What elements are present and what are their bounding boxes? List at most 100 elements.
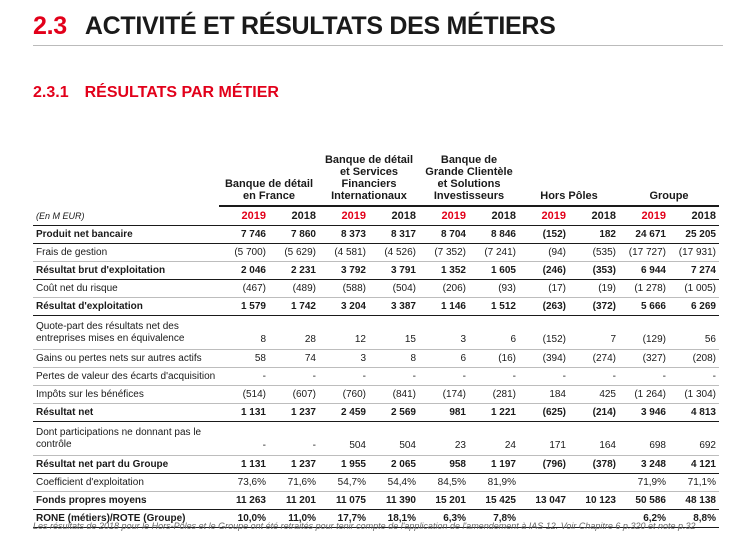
- row-cell: 3 792: [319, 261, 369, 280]
- row-cell: (514): [219, 385, 269, 404]
- year-header: 2018: [669, 206, 719, 226]
- row-cell: 54,7%: [319, 473, 369, 492]
- row-cell: 3 791: [369, 261, 419, 280]
- row-cell: -: [669, 367, 719, 386]
- row-cell: 15 425: [469, 491, 519, 510]
- row-cell: 11 075: [319, 491, 369, 510]
- group-header: Groupe: [619, 142, 719, 207]
- row-cell: (5 700): [219, 243, 269, 262]
- row-cell: 23: [419, 421, 469, 456]
- row-label: Coût net du risque: [33, 279, 219, 298]
- row-cell: 11 390: [369, 491, 419, 510]
- row-cell: (467): [219, 279, 269, 298]
- row-cell: -: [319, 367, 369, 386]
- row-cell: (5 629): [269, 243, 319, 262]
- row-cell: (378): [569, 455, 619, 474]
- row-cell: 58: [219, 349, 269, 368]
- row-cell: 182: [569, 225, 619, 244]
- row-cell: 1 742: [269, 297, 319, 316]
- row-cell: (208): [669, 349, 719, 368]
- row-cell: (152): [519, 225, 569, 244]
- row-cell: 692: [669, 421, 719, 456]
- row-cell: 3 204: [319, 297, 369, 316]
- row-cell: 4 813: [669, 403, 719, 422]
- row-cell: 25 205: [669, 225, 719, 244]
- row-cell: 81,9%: [469, 473, 519, 492]
- row-cell: (263): [519, 297, 569, 316]
- footnote: Les résultats de 2018 pour le Hors-Pôles…: [33, 521, 696, 531]
- row-label: Produit net bancaire: [33, 225, 219, 244]
- row-label: Impôts sur les bénéfices: [33, 385, 219, 404]
- row-cell: 504: [319, 421, 369, 456]
- row-label: Gains ou pertes nets sur autres actifs: [33, 349, 219, 368]
- row-cell: 8,8%: [669, 509, 719, 528]
- row-cell: (1 264): [619, 385, 669, 404]
- group-header: Banque de détail en France: [219, 142, 319, 207]
- table-row: Coefficient d'exploitation 73,6% 71,6% 54,7…: [33, 473, 719, 492]
- row-cell: (274): [569, 349, 619, 368]
- table-row: Résultat net part du Groupe 1 131 1 237 1 9…: [33, 455, 719, 474]
- group-header-row: Banque de détail en France Banque de déta…: [33, 142, 719, 207]
- row-cell: 10 123: [569, 491, 619, 510]
- row-cell: 54,4%: [369, 473, 419, 492]
- table-row: Dont participations ne donnant pas le co…: [33, 421, 719, 456]
- row-cell: 2 459: [319, 403, 369, 422]
- row-cell: 56: [669, 315, 719, 350]
- row-label: Pertes de valeur des écarts d'acquisitio…: [33, 367, 219, 386]
- row-cell: 2 065: [369, 455, 419, 474]
- row-cell: (625): [519, 403, 569, 422]
- row-cell: -: [569, 367, 619, 386]
- row-cell: 17,7%: [319, 509, 369, 528]
- row-cell: 3: [419, 315, 469, 350]
- row-cell: (129): [619, 315, 669, 350]
- row-cell: (796): [519, 455, 569, 474]
- table-row: Frais de gestion (5 700) (5 629) (4 581) (4 …: [33, 243, 719, 262]
- row-cell: 48 138: [669, 491, 719, 510]
- row-cell: (1 005): [669, 279, 719, 298]
- row-cell: (94): [519, 243, 569, 262]
- row-cell: (214): [569, 403, 619, 422]
- row-cell: 10,0%: [219, 509, 269, 528]
- year-header: 2018: [369, 206, 419, 226]
- row-cell: (93): [469, 279, 519, 298]
- row-cell: -: [469, 367, 519, 386]
- title-rule: [33, 45, 723, 46]
- row-cell: (7 241): [469, 243, 519, 262]
- row-cell: 71,6%: [269, 473, 319, 492]
- row-label: Résultat d'exploitation: [33, 297, 219, 316]
- row-cell: (17 931): [669, 243, 719, 262]
- section-number: 2.3.1: [33, 84, 69, 101]
- row-cell: (353): [569, 261, 619, 280]
- row-cell: 1 352: [419, 261, 469, 280]
- year-header: 2018: [469, 206, 519, 226]
- row-cell: -: [419, 367, 469, 386]
- row-cell: 1 146: [419, 297, 469, 316]
- row-cell: (535): [569, 243, 619, 262]
- table-row: Résultat d'exploitation 1 579 1 742 3 204 3 …: [33, 297, 719, 316]
- row-cell: 8 704: [419, 225, 469, 244]
- row-cell: 1 237: [269, 455, 319, 474]
- row-cell: -: [619, 367, 669, 386]
- row-cell: (4 526): [369, 243, 419, 262]
- year-header: 2019: [419, 206, 469, 226]
- row-cell: 7 860: [269, 225, 319, 244]
- table-row: Pertes de valeur des écarts d'acquisitio…: [33, 367, 719, 386]
- row-cell: 7,8%: [469, 509, 519, 528]
- row-cell: 28: [269, 315, 319, 350]
- row-cell: [569, 473, 619, 492]
- row-cell: -: [269, 421, 319, 456]
- row-cell: (16): [469, 349, 519, 368]
- row-label: Résultat net part du Groupe: [33, 455, 219, 474]
- row-cell: 1 605: [469, 261, 519, 280]
- row-label: Dont participations ne donnant pas le co…: [33, 421, 219, 456]
- row-cell: 6,2%: [619, 509, 669, 528]
- row-label: Frais de gestion: [33, 243, 219, 262]
- row-cell: (17 727): [619, 243, 669, 262]
- row-cell: (17): [519, 279, 569, 298]
- row-cell: -: [219, 421, 269, 456]
- table-row: RONE (métiers)/ROTE (Groupe) 10,0% 11,0% 17…: [33, 509, 719, 528]
- row-cell: (281): [469, 385, 519, 404]
- results-table: Banque de détail en France Banque de déta…: [33, 142, 719, 528]
- row-cell: [519, 509, 569, 528]
